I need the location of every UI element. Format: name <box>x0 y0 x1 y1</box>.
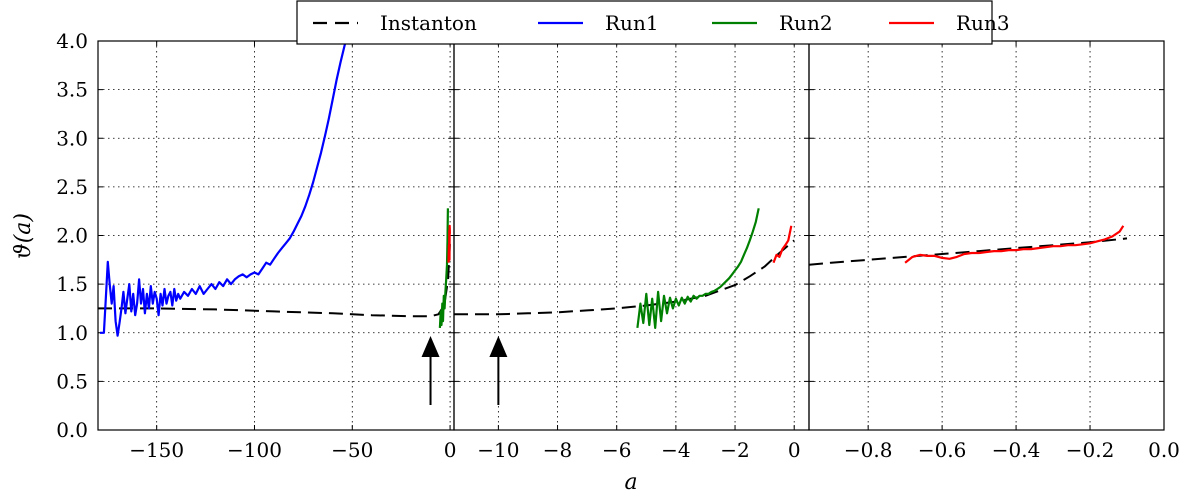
x-tick-label: 0 <box>444 438 457 462</box>
y-tick-label: 4.0 <box>56 29 88 53</box>
x-tick-label: −2 <box>720 438 749 462</box>
series-run3-line <box>772 225 793 264</box>
series-instanton-line <box>454 239 795 316</box>
x-tick-label: 0 <box>788 438 801 462</box>
x-tick-label: −8 <box>543 438 572 462</box>
arrow-annotation <box>421 336 440 405</box>
x-tick-label: 0.0 <box>1148 438 1180 462</box>
panels: −150 −100 −50 0 −10 −8 −6 −4 −2 0 −0.8 −0.6 −0.4 −0.2… <box>97 40 1180 462</box>
x-tick-label: −150 <box>129 438 184 462</box>
panel-3: −0.8 −0.6 −0.4 −0.2 0.0 <box>808 40 1180 462</box>
x-tick-label: −100 <box>227 438 282 462</box>
legend-label: Run2 <box>779 11 833 35</box>
legend-entry-run1: Run1 <box>538 11 659 35</box>
legend-label: Run1 <box>605 11 659 35</box>
panel-frame <box>453 40 810 431</box>
y-axis-label: ϑ(a) <box>11 213 36 259</box>
x-axis-label: a <box>624 470 637 495</box>
y-tick-label: 0.5 <box>56 369 88 393</box>
series-run1-line <box>100 41 347 337</box>
y-tick-label: 1.0 <box>56 321 88 345</box>
legend: Instanton Run1 Run2 Run3 <box>296 0 1010 45</box>
legend-entry-instanton: Instanton <box>313 11 477 35</box>
legend-entry-run2: Run2 <box>712 11 833 35</box>
panel-1: −150 −100 −50 0 <box>97 40 457 462</box>
arrow-annotation <box>489 336 508 405</box>
x-tick-label: −0.6 <box>918 438 967 462</box>
y-tick-label: 3.5 <box>56 78 88 102</box>
panel-frame <box>808 40 1165 431</box>
x-tick-label: −6 <box>602 438 631 462</box>
series-run3-line <box>904 225 1125 264</box>
y-tick-label: 0.0 <box>56 418 88 442</box>
x-tick-label: −0.4 <box>992 438 1041 462</box>
x-tick-label: −4 <box>661 438 690 462</box>
y-tick-label: 2.5 <box>56 175 88 199</box>
series-group <box>454 208 795 329</box>
series-instanton-line <box>809 237 1128 266</box>
series-group <box>809 225 1128 266</box>
legend-label: Run3 <box>956 11 1010 35</box>
legend-label: Instanton <box>380 11 477 35</box>
y-tick-label: 2.0 <box>56 224 88 248</box>
x-tick-label: −50 <box>331 438 373 462</box>
x-tick-label: −10 <box>477 438 519 462</box>
y-tick-labels: 0.0 0.5 1.0 1.5 2.0 2.5 3.0 3.5 4.0 <box>56 29 88 442</box>
x-tick-label: −0.2 <box>1066 438 1115 462</box>
series-instanton-line <box>98 240 452 318</box>
panel-frame <box>97 40 455 431</box>
panel-2: −10 −8 −6 −4 −2 0 <box>453 40 810 462</box>
legend-entry-run3: Run3 <box>889 11 1010 35</box>
y-tick-label: 1.5 <box>56 272 88 296</box>
legend-box <box>296 0 993 45</box>
series-run2-line <box>438 208 449 328</box>
series-group <box>98 41 452 337</box>
series-run2-line <box>636 208 760 329</box>
series-run3-line <box>447 224 451 263</box>
x-tick-label: −0.8 <box>844 438 893 462</box>
y-tick-label: 3.0 <box>56 126 88 150</box>
